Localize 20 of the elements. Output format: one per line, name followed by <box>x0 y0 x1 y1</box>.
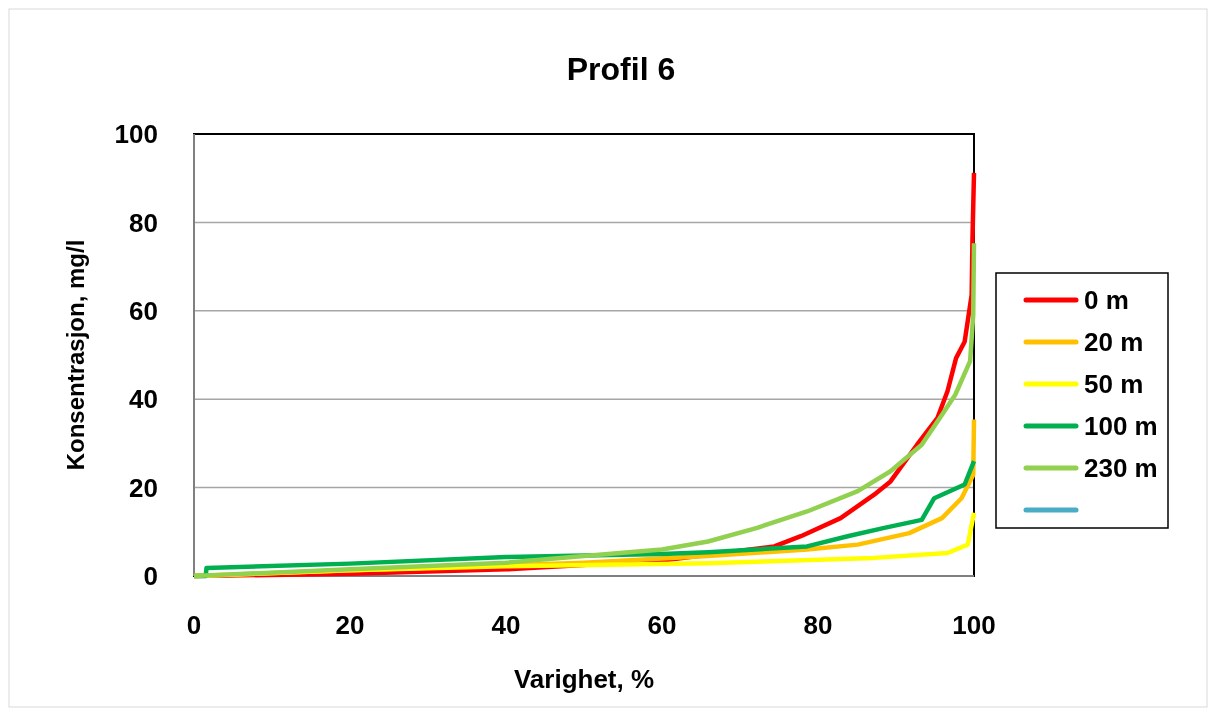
x-tick-label: 100 <box>952 610 996 640</box>
legend-label: 50 m <box>1084 369 1144 400</box>
legend-label: 20 m <box>1084 327 1144 358</box>
legend-label: 100 m <box>1084 411 1158 442</box>
y-tick-label: 20 <box>129 472 158 503</box>
x-tick-label: 20 <box>335 610 365 640</box>
y-tick-label: 100 <box>114 119 158 150</box>
x-axis-title: Varighet, % <box>513 664 655 694</box>
x-tick-label: 60 <box>647 610 677 640</box>
legend-label: 230 m <box>1084 453 1158 484</box>
x-tick-label: 40 <box>491 610 521 640</box>
x-tick-label: 0 <box>186 610 202 640</box>
y-tick-label: 40 <box>129 384 158 415</box>
chart-title: Profil 6 <box>566 51 676 87</box>
y-tick-label: 60 <box>129 295 158 326</box>
y-tick-label: 0 <box>143 561 158 592</box>
y-tick-label: 80 <box>129 207 158 238</box>
x-tick-label: 80 <box>803 610 833 640</box>
legend-label: 0 m <box>1084 285 1129 316</box>
y-axis-title: Konsentrasjon, mg/l <box>62 239 89 471</box>
